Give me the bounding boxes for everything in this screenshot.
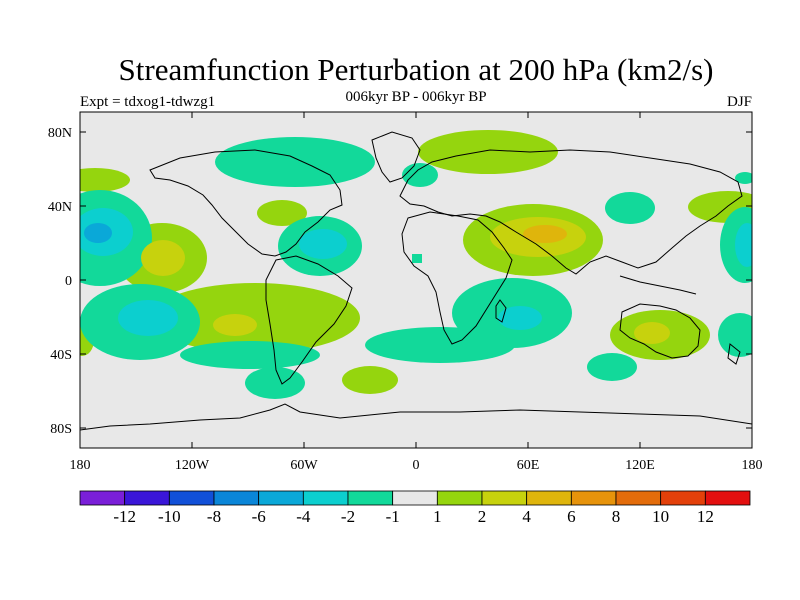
anomaly-field-s-pacific-east: [180, 341, 320, 369]
streamfunction-anomaly-fields: [80, 130, 752, 431]
lon-tick-label: 120W: [175, 458, 210, 473]
outline-maritime-continent: [619, 275, 697, 295]
anomaly-field-china: [605, 192, 655, 224]
anomaly-field-atlantic-spot: [412, 254, 422, 263]
plot-subtitle: 006kyr BP - 006kyr BP: [345, 89, 487, 105]
lat-tick-label: 40N: [48, 200, 72, 215]
lat-tick-label: 40S: [50, 348, 72, 363]
anomaly-field-arctic: [215, 137, 375, 187]
anomaly-field-n-atlantic: [402, 163, 438, 187]
anomaly-field-s-atlantic-east: [365, 327, 515, 363]
colorbar-swatch: [436, 490, 483, 506]
colorbar-swatch: [526, 490, 572, 506]
anomaly-field-greenland: [418, 130, 558, 174]
colorbar: -12 -10 -8 -6 -4 -2 -1 1 2 4 6 8 10 12: [79, 490, 751, 526]
lat-tick-label: 80N: [48, 126, 72, 141]
colorbar-swatch: [570, 490, 617, 506]
colorbar-label: -2: [341, 507, 355, 526]
anomaly-field-s-indian-core: [498, 306, 542, 330]
anomaly-field-caribbean-core: [299, 229, 347, 259]
outline-greenland: [371, 131, 421, 183]
colorbar-label: -4: [296, 507, 311, 526]
outline-antarctica: [80, 403, 752, 431]
anomaly-field-australia-core: [634, 322, 670, 344]
experiment-label: Expt = tdxog1-tdwzg1: [80, 94, 216, 110]
outline-madagascar: [495, 299, 507, 323]
colorbar-label: 12: [697, 507, 714, 526]
anomaly-field-s-america: [150, 283, 360, 353]
anomaly-field-n-america: [257, 200, 307, 226]
colorbar-label: -12: [113, 507, 136, 526]
colorbar-swatch: [704, 490, 751, 506]
continent-outlines: [80, 131, 752, 431]
outline-australia: [619, 303, 701, 359]
colorbar-swatch: [213, 490, 260, 506]
outline-north-america: [149, 149, 343, 257]
anomaly-field-tasman: [587, 353, 637, 381]
colorbar-label: -1: [386, 507, 400, 526]
lon-tick-label: 60E: [517, 458, 540, 473]
lon-tick-label: 120E: [625, 458, 655, 473]
anomaly-field-nw-pacific-center: [84, 223, 112, 243]
anomaly-field-n-pacific: [80, 168, 130, 192]
colorbar-swatch: [481, 490, 528, 506]
colorbar-label: 6: [567, 507, 576, 526]
colorbar-swatch: [615, 490, 662, 506]
lon-tick-label: 180: [742, 458, 763, 473]
colorbar-label: 1: [433, 507, 442, 526]
colorbar-swatch: [347, 490, 394, 506]
outline-africa: [401, 211, 513, 345]
colorbar-swatch: [302, 490, 349, 506]
anomaly-field-drake: [245, 367, 305, 399]
colorbar-label: 8: [612, 507, 621, 526]
anomaly-field-s-america-core: [213, 314, 257, 336]
plot-title: Streamfunction Perturbation at 200 hPa (…: [118, 52, 714, 87]
season-label: DJF: [726, 94, 752, 110]
anomaly-field-asia-center: [523, 225, 567, 243]
anomaly-field-w-pacific-core: [735, 223, 752, 267]
lat-tick-label: 80S: [50, 422, 72, 437]
outline-eurasia: [399, 149, 743, 275]
colorbar-label: 2: [478, 507, 487, 526]
colorbar-swatch: [79, 490, 126, 506]
lon-tick-label: 60W: [290, 458, 318, 473]
colorbar-label: 10: [652, 507, 669, 526]
outline-new-zealand: [727, 343, 741, 365]
lon-tick-label: 0: [413, 458, 420, 473]
colorbar-label: -10: [158, 507, 181, 526]
anomaly-field-s-atlantic: [342, 366, 398, 394]
colorbar-label: 4: [522, 507, 531, 526]
axis-ticks: 80N 40N 0 40S 80S 180 120W 60W 0 60E 120E 180: [48, 112, 763, 473]
colorbar-swatch: [392, 490, 438, 506]
anomaly-field-e-pacific-core: [141, 240, 185, 276]
colorbar-swatch: [168, 490, 215, 506]
colorbar-swatch: [258, 490, 304, 506]
colorbar-swatch: [660, 490, 706, 506]
anomaly-field-arctic-east: [735, 172, 752, 184]
lat-tick-label: 0: [65, 274, 72, 289]
lon-tick-label: 180: [70, 458, 91, 473]
anomaly-field-se-pacific-core: [118, 300, 178, 336]
colorbar-label: -6: [252, 507, 266, 526]
outline-south-america: [265, 255, 353, 385]
colorbar-label: -8: [207, 507, 221, 526]
anomaly-field-new-zealand: [718, 313, 752, 357]
colorbar-swatch: [124, 490, 170, 506]
